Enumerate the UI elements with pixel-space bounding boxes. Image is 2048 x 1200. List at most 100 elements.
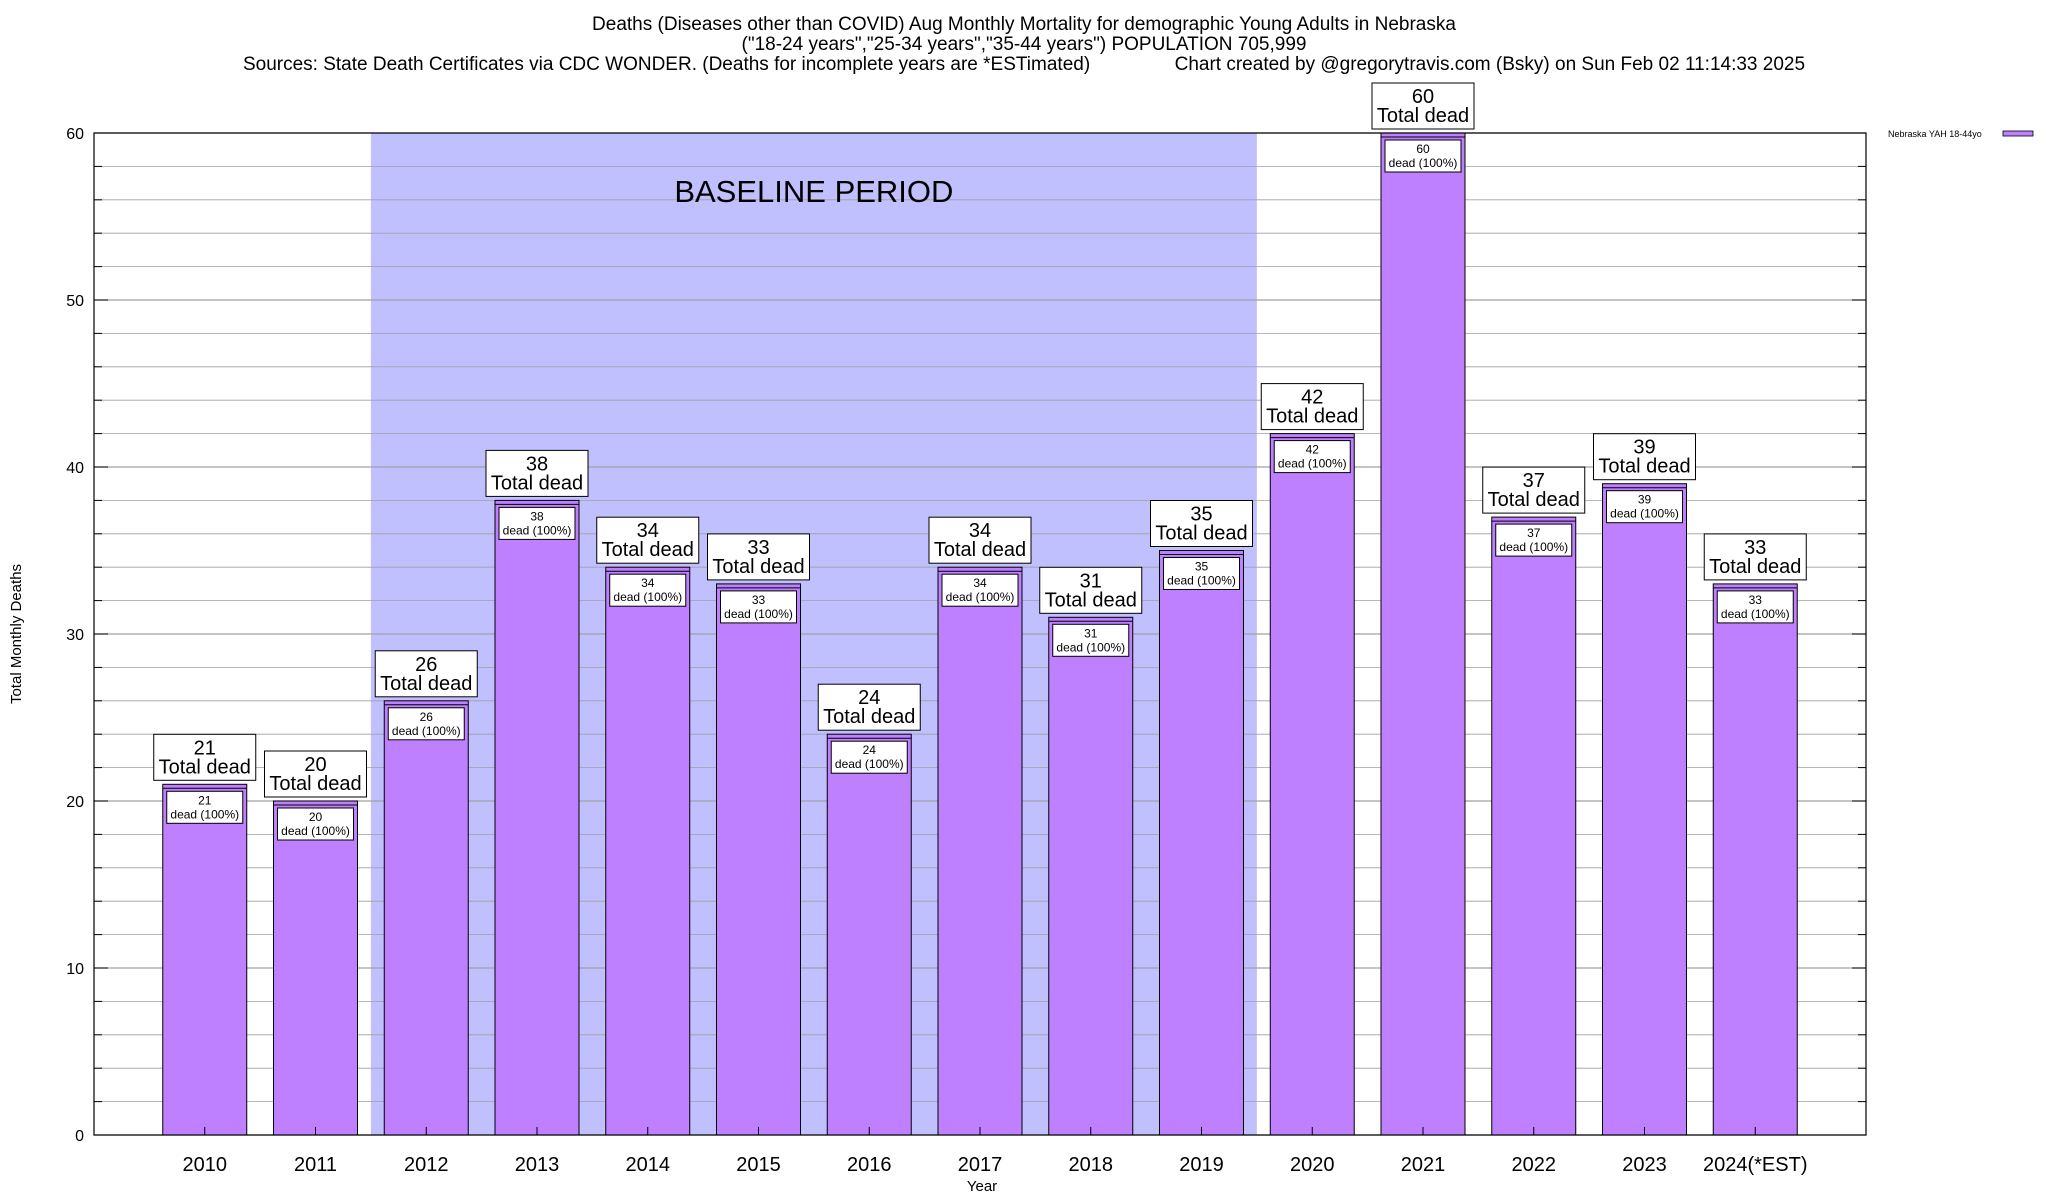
total-label-box — [1593, 433, 1696, 481]
y-tick-label: 40 — [66, 460, 84, 477]
inner-label-box — [941, 573, 1019, 607]
total-value-label: 35 — [1190, 504, 1212, 526]
total-label-box — [1260, 383, 1364, 431]
total-label-box — [817, 683, 921, 731]
inner-label-box — [609, 573, 687, 607]
x-tick-label: 2014 — [626, 1154, 671, 1176]
inner-value-label: 34 — [973, 576, 987, 590]
total-dead-label: Total dead — [1598, 456, 1690, 478]
y-tick-label: 10 — [66, 961, 84, 978]
total-dead-label: Total dead — [269, 773, 361, 795]
total-value-label: 31 — [1080, 570, 1102, 592]
total-label-box — [928, 516, 1032, 564]
inner-percent-label: dead (100%) — [1167, 574, 1236, 588]
x-tick-label: 2022 — [1512, 1154, 1557, 1176]
inner-value-label: 24 — [863, 743, 877, 757]
bar — [383, 700, 469, 1136]
axes-layer: 0 10 20 30 40 50 60 2010 2011 2012 2013 2014 2015 201… — [8, 126, 1867, 1195]
x-tick-label: 2021 — [1401, 1154, 1446, 1176]
inner-percent-label: dead (100%) — [392, 724, 461, 738]
x-tick-label: 2016 — [847, 1154, 892, 1176]
x-tick-label: 2023 — [1622, 1154, 1667, 1176]
y-tick-label: 0 — [75, 1128, 84, 1145]
x-tick-label: 2020 — [1290, 1154, 1335, 1176]
inner-label-box — [166, 790, 244, 824]
inner-value-label: 60 — [1416, 142, 1430, 156]
inner-percent-label: dead (100%) — [1499, 540, 1568, 554]
total-label-box — [153, 733, 257, 781]
x-tick-label: 2017 — [958, 1154, 1003, 1176]
total-value-label: 33 — [1744, 537, 1766, 559]
total-dead-label: Total dead — [1155, 523, 1247, 545]
inner-label-box — [277, 807, 354, 841]
total-label-box — [707, 533, 810, 581]
inner-percent-label: dead (100%) — [613, 590, 682, 604]
inner-value-label: 20 — [309, 810, 323, 824]
total-dead-label: Total dead — [712, 556, 804, 578]
bar — [1380, 132, 1466, 1136]
chart-title: Deaths (Diseases other than COVID) Aug M… — [592, 14, 1456, 35]
inner-value-label: 39 — [1638, 493, 1652, 507]
inner-value-label: 26 — [420, 710, 434, 724]
inner-percent-label: dead (100%) — [281, 824, 350, 838]
total-dead-label: Total dead — [823, 706, 915, 728]
inner-label-box — [1163, 557, 1240, 590]
total-value-label: 33 — [747, 537, 769, 559]
bar — [1269, 433, 1355, 1136]
y-axis-title: Total Monthly Deaths — [8, 564, 25, 704]
inner-value-label: 42 — [1306, 443, 1320, 457]
total-label-box — [1150, 500, 1253, 547]
inner-label-box — [1716, 590, 1794, 624]
total-dead-label: Total dead — [1266, 406, 1358, 428]
inner-label-box — [387, 707, 465, 741]
plot-border — [93, 132, 1867, 1136]
inner-label-box — [1052, 623, 1130, 657]
bar — [937, 566, 1023, 1136]
y-tick-label: 50 — [66, 293, 84, 310]
total-value-label: 20 — [304, 754, 326, 776]
total-value-label: 38 — [526, 453, 548, 475]
inner-percent-label: dead (100%) — [1056, 640, 1125, 654]
bar — [1159, 550, 1244, 1136]
inner-label-box — [720, 590, 797, 624]
total-dead-label: Total dead — [1045, 589, 1137, 611]
inner-value-label: 38 — [530, 509, 544, 523]
x-tick-label: 2010 — [183, 1154, 228, 1176]
bar — [162, 783, 248, 1136]
bar — [1491, 516, 1577, 1136]
total-dead-label: Total dead — [491, 472, 583, 494]
inner-percent-label: dead (100%) — [724, 607, 793, 621]
total-label-box — [485, 449, 589, 497]
legend-swatch — [2002, 130, 2034, 137]
baseline-period-label: BASELINE PERIOD — [674, 174, 953, 209]
inner-label-box — [1273, 440, 1351, 474]
inner-label-box — [498, 506, 576, 540]
total-value-label: 42 — [1301, 387, 1323, 409]
total-label-box — [1482, 466, 1586, 514]
x-tick-label: 2015 — [736, 1154, 781, 1176]
x-tick-label: 2013 — [515, 1154, 560, 1176]
chart-subtitle: ("18-24 years","25-34 years","35-44 year… — [741, 34, 1307, 55]
total-value-label: 24 — [858, 687, 880, 709]
total-value-label: 60 — [1412, 86, 1434, 108]
total-dead-label: Total dead — [1377, 105, 1469, 127]
total-label-box — [596, 516, 700, 564]
inner-percent-label: dead (100%) — [503, 523, 572, 537]
x-axis-title: Year — [967, 1178, 997, 1195]
total-value-label: 34 — [637, 520, 659, 542]
total-label-box — [1039, 566, 1143, 614]
bar — [494, 499, 580, 1136]
total-value-label: 37 — [1523, 470, 1545, 492]
total-dead-label: Total dead — [934, 539, 1026, 561]
total-dead-label: Total dead — [602, 539, 694, 561]
x-tick-label: 2012 — [404, 1154, 449, 1176]
inner-value-label: 35 — [1195, 560, 1209, 574]
x-tick-label: 2018 — [1069, 1154, 1114, 1176]
x-tick-label: 2019 — [1179, 1154, 1224, 1176]
chart-source-line: Sources: State Death Certificates via CD… — [242, 54, 1806, 75]
inner-value-label: 34 — [641, 576, 655, 590]
inner-label-box — [1495, 523, 1573, 557]
y-tick-label: 30 — [66, 627, 84, 644]
bar — [716, 583, 801, 1136]
total-value-label: 39 — [1633, 437, 1655, 459]
